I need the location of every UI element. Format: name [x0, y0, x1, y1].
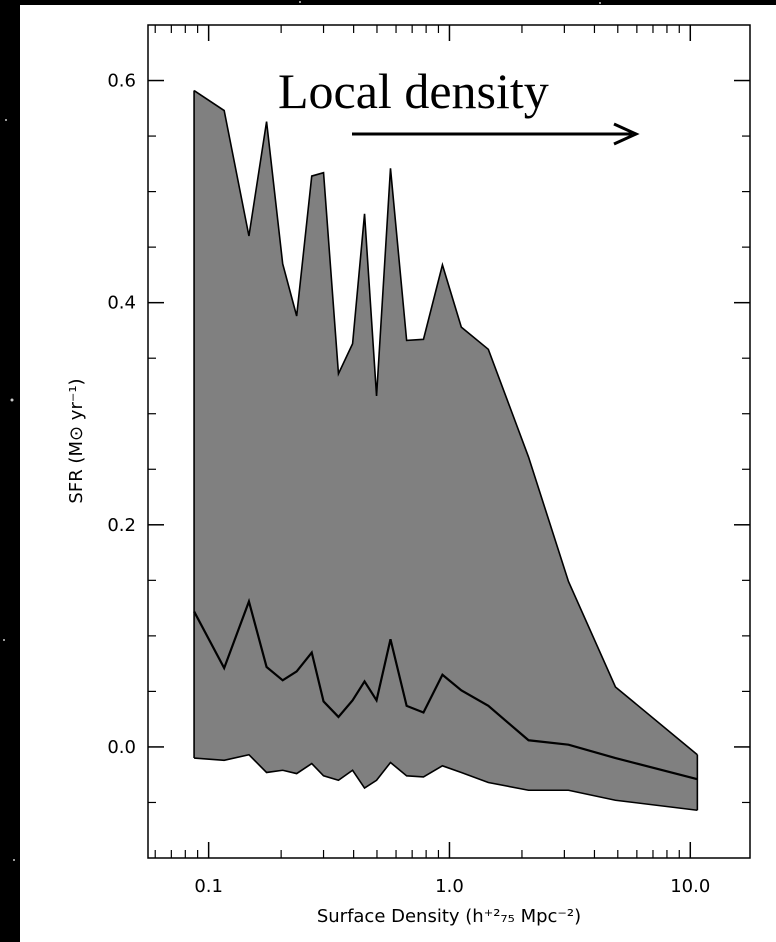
x-axis-label: Surface Density (h⁺²₇₅ Mpc⁻²) [317, 906, 581, 927]
y-tick-label: 0.6 [107, 71, 136, 92]
y-tick-label: 0.4 [107, 293, 136, 314]
band-area [194, 90, 698, 811]
median-line [193, 597, 698, 781]
annotation-arrowhead [613, 122, 640, 146]
y-tick-label: 0.2 [107, 515, 136, 536]
y-axis-label: SFR (M⊙ yr⁻¹) [66, 378, 87, 503]
x-tick-label: 10.0 [670, 876, 710, 897]
annotation: Local density [278, 63, 549, 119]
band-upper-line [193, 89, 698, 756]
band-lower-line [194, 753, 698, 812]
stars [3, 1, 601, 861]
y-tick-label: 0.0 [107, 737, 136, 758]
x-tick-label: 1.0 [435, 876, 464, 897]
plot-area: 0.1 1.0 10.0 0.0 0.2 0.4 0.6 [107, 25, 750, 897]
x-tick-label: 0.1 [194, 876, 223, 897]
axes-frame [147, 24, 751, 859]
